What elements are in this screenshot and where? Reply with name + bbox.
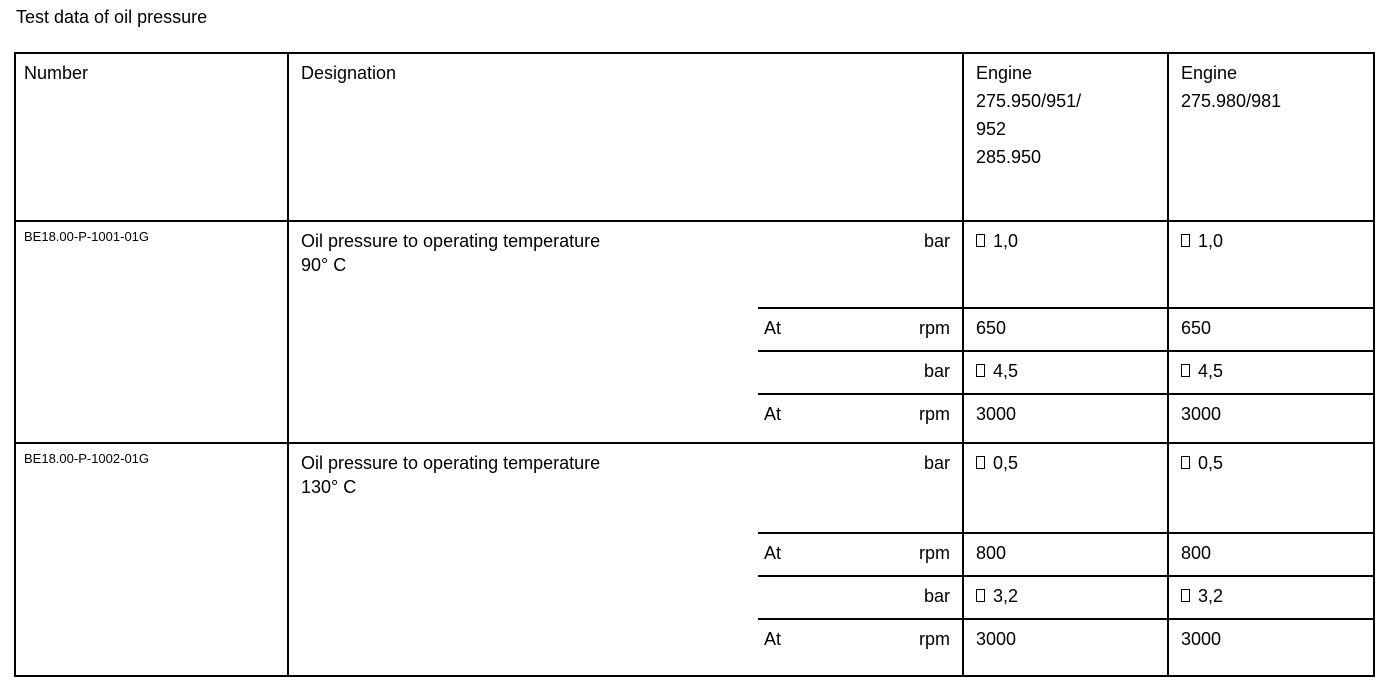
header-designation: Designation bbox=[287, 54, 962, 220]
engine-1-value-cell: 1,0 bbox=[962, 222, 1167, 307]
value-text: 800 bbox=[1181, 543, 1212, 563]
unit-label: rpm bbox=[919, 318, 950, 338]
value-text: 1,0 bbox=[1198, 231, 1224, 251]
header-engine-2-line: Engine bbox=[1181, 63, 1238, 83]
at-unit-cell: bar bbox=[758, 444, 962, 532]
at-label: At bbox=[764, 629, 782, 649]
placeholder-box-icon bbox=[976, 234, 985, 247]
engine-2-value-cell: 800 bbox=[1167, 532, 1373, 575]
number-code: BE18.00-P-1001-01G bbox=[24, 229, 150, 244]
unit-label: rpm bbox=[919, 629, 950, 649]
at-unit-cell: bar bbox=[758, 575, 962, 618]
value-text: 650 bbox=[976, 318, 1007, 338]
engine-2-value-cell: 1,0 bbox=[1167, 222, 1373, 307]
value-text: 3000 bbox=[976, 629, 1017, 649]
at-unit-cell: bar bbox=[758, 222, 962, 307]
header-engine-2-line: 275.980/981 bbox=[1181, 91, 1282, 111]
header-number: Number bbox=[16, 54, 287, 220]
number-cell: BE18.00-P-1002-01G bbox=[16, 444, 287, 675]
engine-1-value-cell: 3000 bbox=[962, 393, 1167, 442]
header-engine-1-line: Engine bbox=[976, 63, 1033, 83]
designation-cell: Oil pressure to operating temperature 90… bbox=[287, 222, 758, 442]
value-text: 3000 bbox=[1181, 404, 1222, 424]
unit-label: rpm bbox=[919, 404, 950, 424]
value-text: 3,2 bbox=[1198, 586, 1224, 606]
page-title: Test data of oil pressure bbox=[16, 7, 208, 27]
engine-1-value-cell: 650 bbox=[962, 307, 1167, 350]
placeholder-box-icon bbox=[1181, 364, 1190, 377]
engine-2-value-cell: 0,5 bbox=[1167, 444, 1373, 532]
value-text: 3000 bbox=[976, 404, 1017, 424]
engine-1-value-cell: 3000 bbox=[962, 618, 1167, 675]
engine-1-value-cell: 0,5 bbox=[962, 444, 1167, 532]
placeholder-box-icon bbox=[976, 456, 985, 469]
value-text: 0,5 bbox=[993, 453, 1019, 473]
header-engine-1-line: 275.950/951/ bbox=[976, 91, 1082, 111]
header-engine-2: Engine 275.980/981 bbox=[1167, 54, 1373, 220]
number-cell: BE18.00-P-1001-01G bbox=[16, 222, 287, 442]
placeholder-box-icon bbox=[1181, 589, 1190, 602]
table-row-group-1: BE18.00-P-1001-01G Oil pressure to opera… bbox=[16, 220, 1373, 442]
placeholder-box-icon bbox=[976, 589, 985, 602]
value-text: 650 bbox=[1181, 318, 1212, 338]
value-text: 800 bbox=[976, 543, 1007, 563]
value-text: 0,5 bbox=[1198, 453, 1224, 473]
header-engine-1-line: 952 bbox=[976, 119, 1007, 139]
engine-1-value-cell: 4,5 bbox=[962, 350, 1167, 393]
value-text: 3000 bbox=[1181, 629, 1222, 649]
placeholder-box-icon bbox=[1181, 234, 1190, 247]
value-text: 1,0 bbox=[993, 231, 1019, 251]
at-label: At bbox=[764, 318, 782, 338]
value-text: 4,5 bbox=[993, 361, 1019, 381]
number-code: BE18.00-P-1002-01G bbox=[24, 451, 150, 466]
at-unit-cell: At rpm bbox=[758, 532, 962, 575]
designation-line: 90° C bbox=[301, 255, 347, 275]
header-engine-1-line: 285.950 bbox=[976, 147, 1042, 167]
engine-2-value-cell: 3,2 bbox=[1167, 575, 1373, 618]
at-unit-cell: At rpm bbox=[758, 393, 962, 442]
designation-line: 130° C bbox=[301, 477, 357, 497]
at-unit-cell: At rpm bbox=[758, 618, 962, 675]
value-text: 3,2 bbox=[993, 586, 1019, 606]
engine-2-value-cell: 3000 bbox=[1167, 618, 1373, 675]
at-unit-cell: At rpm bbox=[758, 307, 962, 350]
unit-label: bar bbox=[923, 453, 950, 473]
at-label: At bbox=[764, 404, 782, 424]
table-header-row: Number Designation Engine 275.950/951/ 9… bbox=[16, 54, 1373, 220]
engine-1-value-cell: 3,2 bbox=[962, 575, 1167, 618]
oil-pressure-table: Number Designation Engine 275.950/951/ 9… bbox=[14, 52, 1375, 677]
unit-label: bar bbox=[923, 586, 950, 606]
header-designation-label: Designation bbox=[301, 63, 397, 83]
value-text: 4,5 bbox=[1198, 361, 1224, 381]
engine-1-value-cell: 800 bbox=[962, 532, 1167, 575]
engine-2-value-cell: 3000 bbox=[1167, 393, 1373, 442]
at-unit-cell: bar bbox=[758, 350, 962, 393]
table-row-group-2: BE18.00-P-1002-01G Oil pressure to opera… bbox=[16, 442, 1373, 675]
unit-label: bar bbox=[923, 361, 950, 381]
header-number-label: Number bbox=[24, 63, 89, 83]
engine-2-value-cell: 650 bbox=[1167, 307, 1373, 350]
designation-line: Oil pressure to operating temperature bbox=[301, 231, 601, 251]
header-engine-1: Engine 275.950/951/ 952 285.950 bbox=[962, 54, 1167, 220]
designation-line: Oil pressure to operating temperature bbox=[301, 453, 601, 473]
designation-cell: Oil pressure to operating temperature 13… bbox=[287, 444, 758, 675]
unit-label: rpm bbox=[919, 543, 950, 563]
placeholder-box-icon bbox=[976, 364, 985, 377]
engine-2-value-cell: 4,5 bbox=[1167, 350, 1373, 393]
at-label: At bbox=[764, 543, 782, 563]
unit-label: bar bbox=[923, 231, 950, 251]
placeholder-box-icon bbox=[1181, 456, 1190, 469]
